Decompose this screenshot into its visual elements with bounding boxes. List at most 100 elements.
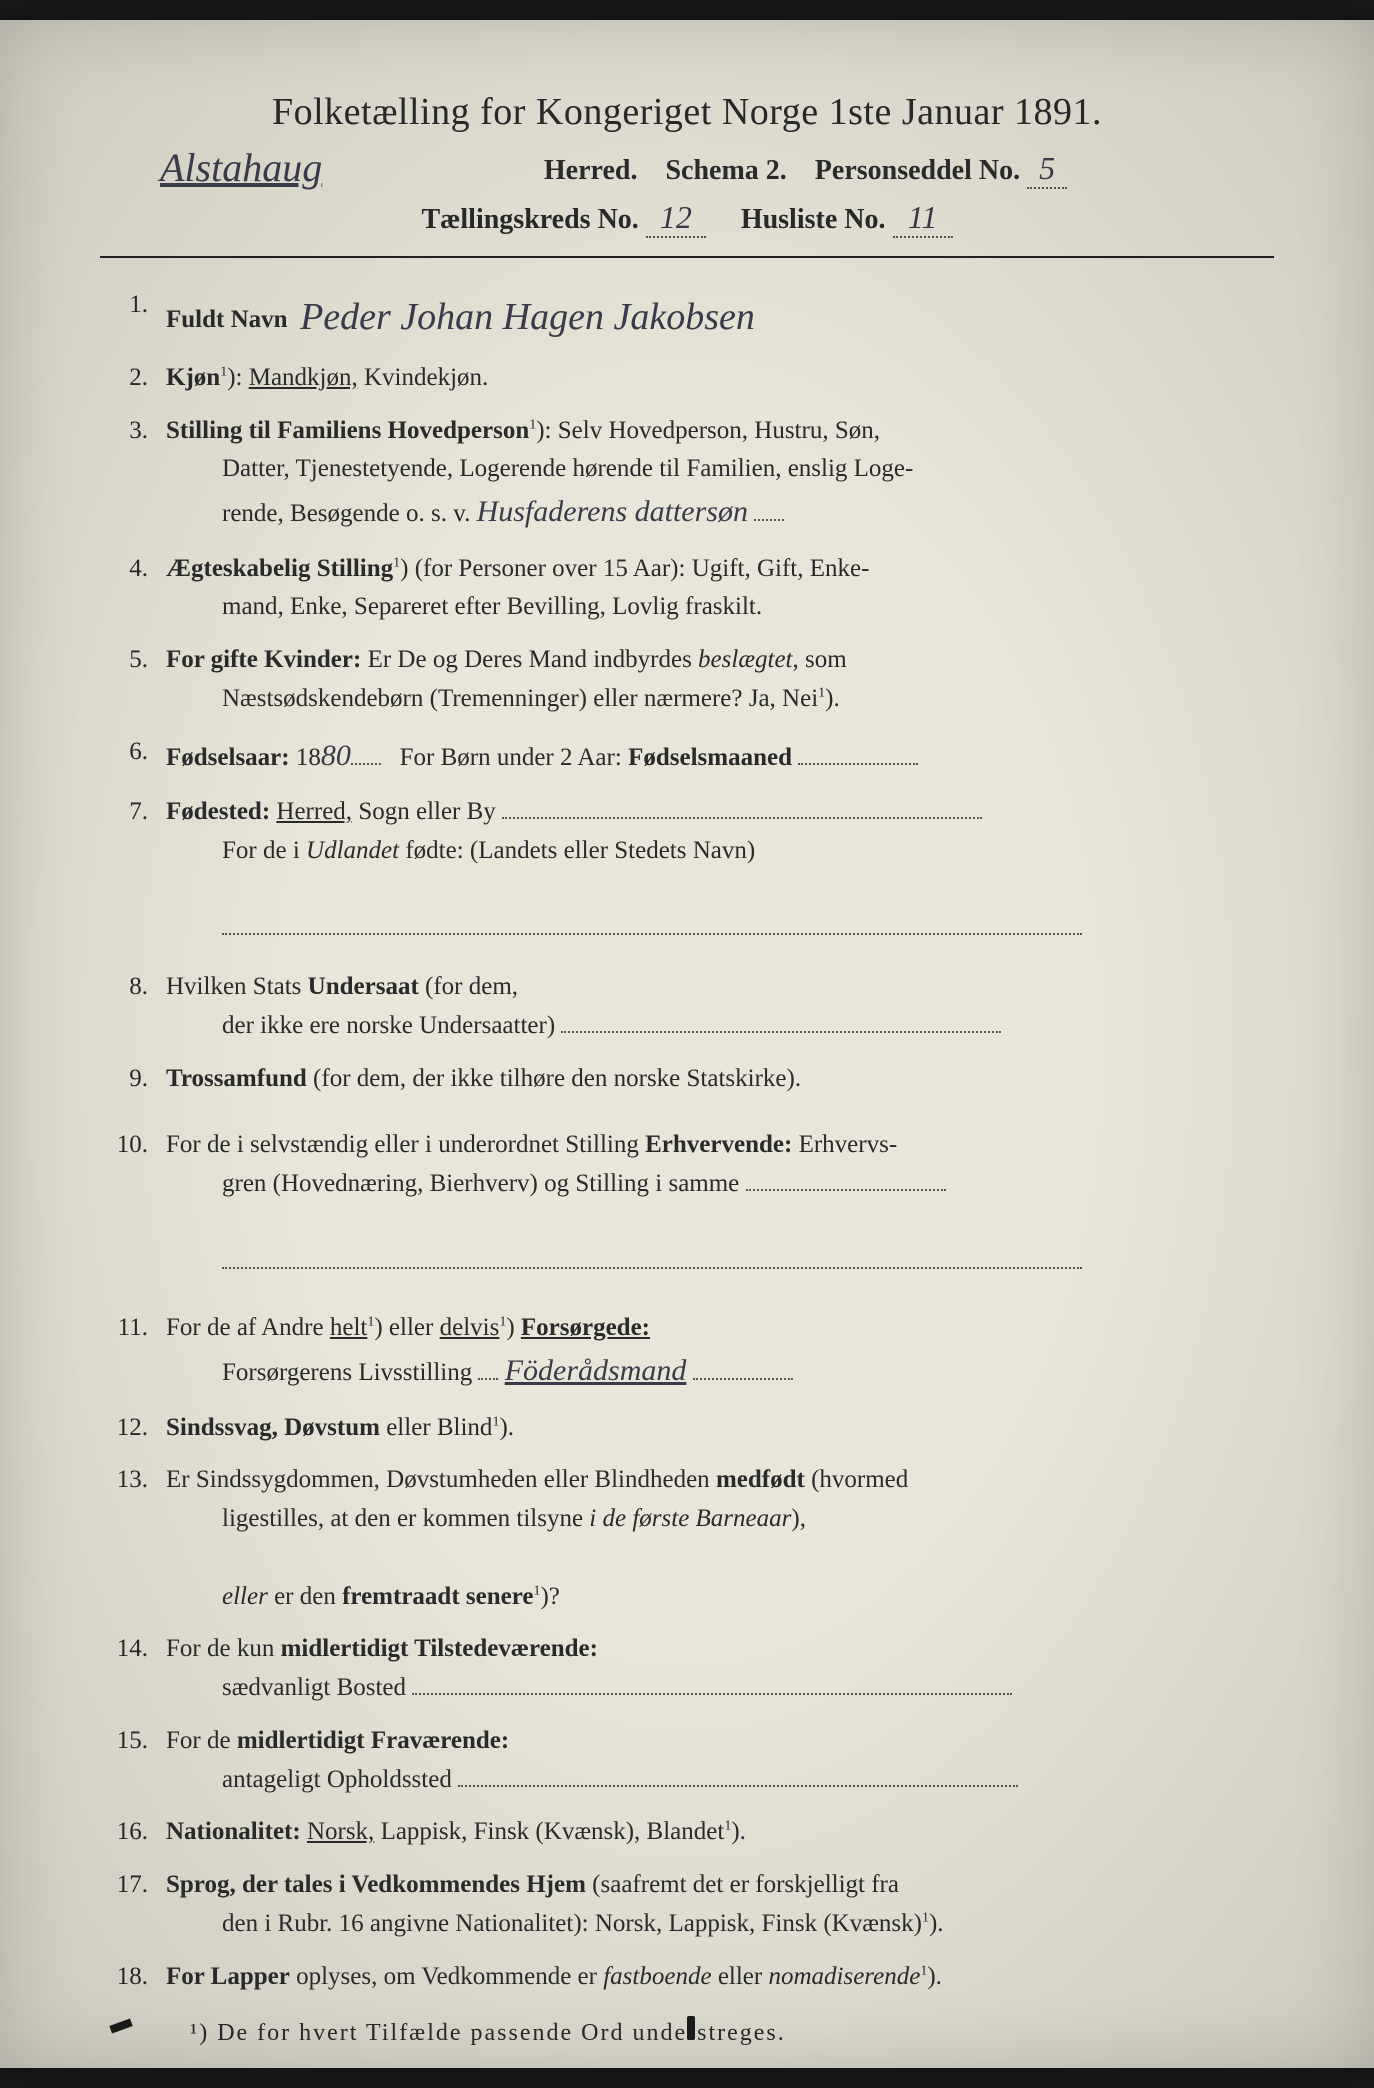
- text: er den: [274, 1583, 336, 1610]
- label-kjon: Kjøn: [166, 364, 220, 391]
- text: eller: [389, 1314, 433, 1341]
- text: der ikke ere norske Undersaatter): [222, 1012, 555, 1039]
- label-forsorgede: Forsørgede:: [521, 1314, 650, 1341]
- item-num: 16.: [110, 1813, 166, 1852]
- header-divider: [100, 256, 1274, 258]
- text-italic: nomadiserende: [768, 1963, 920, 1990]
- text: fødte: (Landets eller Stedets Navn): [405, 837, 755, 864]
- item-num: 1.: [110, 286, 166, 345]
- nationalitet-underlined: Norsk,: [307, 1818, 374, 1845]
- item-15: 15. For de midlertidigt Fraværende: anta…: [110, 1722, 1274, 1800]
- item-num: 17.: [110, 1866, 166, 1944]
- text: For de: [166, 1727, 231, 1754]
- text: Forsørgerens Livsstilling: [222, 1359, 472, 1386]
- item-3: 3. Stilling til Familiens Hovedperson1):…: [110, 412, 1274, 536]
- item-8: 8. Hvilken Stats Undersaat (for dem, der…: [110, 968, 1274, 1046]
- text: (hvormed: [811, 1466, 908, 1493]
- item-7: 7. Fødested: Herred, Sogn eller By For d…: [110, 793, 1274, 948]
- item-6: 6. Fødselsaar: 1880 For Børn under 2 Aar…: [110, 733, 1274, 780]
- label-nationalitet: Nationalitet:: [166, 1818, 301, 1845]
- herred-handwritten: Alstahaug: [160, 144, 322, 191]
- item-num: 3.: [110, 412, 166, 536]
- label-trossamfund: Trossamfund: [166, 1065, 307, 1092]
- text: ligestilles, at den er kommen tilsyne: [222, 1505, 583, 1532]
- fodested-underlined: Herred,: [276, 798, 352, 825]
- label-fuldt-navn: Fuldt Navn: [166, 306, 288, 333]
- label-tilstedevaerende: midlertidigt Tilstedeværende:: [281, 1635, 598, 1662]
- text: Lappisk, Finsk (Kvænsk), Blandet: [381, 1818, 725, 1845]
- item-num: 13.: [110, 1461, 166, 1616]
- text: For de i: [222, 837, 300, 864]
- text: For Børn under 2 Aar:: [400, 744, 622, 771]
- label-herred: Herred.: [544, 155, 638, 186]
- text: (saafremt det er forskjelligt fra: [592, 1871, 899, 1898]
- text: For de kun: [166, 1635, 274, 1662]
- item-num: 12.: [110, 1409, 166, 1448]
- label-schema: Schema 2.: [665, 155, 786, 186]
- item-14: 14. For de kun midlertidigt Tilstedevære…: [110, 1630, 1274, 1708]
- item-13: 13. Er Sindssygdommen, Døvstumheden elle…: [110, 1461, 1274, 1616]
- text-italic: Udlandet: [306, 837, 399, 864]
- text: Er Sindssygdommen, Døvstumheden eller Bl…: [166, 1466, 710, 1493]
- item-num: 6.: [110, 733, 166, 780]
- item-num: 15.: [110, 1722, 166, 1800]
- text: Sogn eller By: [358, 798, 496, 825]
- item-9: 9. Trossamfund (for dem, der ikke tilhør…: [110, 1060, 1274, 1099]
- text: Selv Hovedperson, Hustru, Søn,: [558, 417, 880, 444]
- item-num: 11.: [110, 1309, 166, 1394]
- text: sædvanligt Bosted: [222, 1674, 406, 1701]
- item-num: 4.: [110, 550, 166, 628]
- item-num: 18.: [110, 1958, 166, 1997]
- husliste-no: 11: [908, 199, 938, 236]
- text: Næstsødskendebørn (Tremenninger) eller n…: [222, 685, 818, 712]
- label-medfodt: medfødt: [716, 1466, 805, 1493]
- label-fremtraadt: fremtraadt senere: [342, 1583, 533, 1610]
- item-2: 2. Kjøn1): Mandkjøn, Kvindekjøn.: [110, 359, 1274, 398]
- label-husliste: Husliste No.: [741, 204, 886, 235]
- census-form-page: Folketælling for Kongeriget Norge 1ste J…: [0, 20, 1374, 2068]
- text: (for Personer over 15 Aar): Ugift, Gift,…: [415, 555, 870, 582]
- item-5: 5. For gifte Kvinder: Er De og Deres Man…: [110, 641, 1274, 719]
- label-aegteskab: Ægteskabelig Stilling: [166, 555, 393, 582]
- text: gren (Hovednæring, Bierhverv) og Stillin…: [222, 1170, 739, 1197]
- text: 18: [296, 744, 321, 771]
- text: Erhvervs-: [799, 1131, 898, 1158]
- year-handwritten: 80: [321, 739, 351, 772]
- item-num: 5.: [110, 641, 166, 719]
- text: (for dem, der ikke tilhøre den norske St…: [313, 1065, 801, 1092]
- item-num: 10.: [110, 1126, 166, 1281]
- text: For de i selvstændig eller i underordnet…: [166, 1131, 639, 1158]
- item-num: 7.: [110, 793, 166, 948]
- label-taellingskreds: Tællingskreds No.: [421, 204, 638, 235]
- label-fodselsaar: Fødselsaar:: [166, 744, 290, 771]
- text: Datter, Tjenestetyende, Logerende hørend…: [166, 450, 1274, 489]
- text: eller: [718, 1963, 762, 1990]
- item-num: 9.: [110, 1060, 166, 1099]
- subtitle-row-2: Tællingskreds No. 12 Husliste No. 11: [100, 199, 1274, 238]
- item-num: 2.: [110, 359, 166, 398]
- label-sprog: Sprog, der tales i Vedkommendes Hjem: [166, 1871, 586, 1898]
- item-4: 4. Ægteskabelig Stilling1) (for Personer…: [110, 550, 1274, 628]
- label-fodselsmaaned: Fødselsmaaned: [628, 744, 792, 771]
- subtitle-row-1: Alstahaug Herred. Schema 2. Personseddel…: [100, 150, 1274, 189]
- text-italic: fastboende: [603, 1963, 711, 1990]
- text-underlined: delvis: [440, 1314, 500, 1341]
- label-stilling: Stilling til Familiens Hovedperson: [166, 417, 529, 444]
- name-handwritten: Peder Johan Hagen Jakobsen: [300, 296, 755, 338]
- text: Hvilken Stats: [166, 973, 301, 1000]
- text: eller Blind: [386, 1414, 492, 1441]
- kjon-underlined: Mandkjøn,: [249, 364, 358, 391]
- form-items: 1. Fuldt Navn Peder Johan Hagen Jakobsen…: [100, 286, 1274, 1996]
- text: For de af Andre: [166, 1314, 324, 1341]
- item-17: 17. Sprog, der tales i Vedkommendes Hjem…: [110, 1866, 1274, 1944]
- taellingskreds-no: 12: [660, 199, 692, 236]
- label-sindssvag: Sindssvag, Døvstum: [166, 1414, 380, 1441]
- page-defect-center: [687, 2016, 695, 2040]
- item-12: 12. Sindssvag, Døvstum eller Blind1).: [110, 1409, 1274, 1448]
- stilling-handwritten: Husfaderens dattersøn: [477, 495, 748, 528]
- item-11: 11. For de af Andre helt1) eller delvis1…: [110, 1309, 1274, 1394]
- text: (for dem,: [425, 973, 518, 1000]
- form-header: Folketælling for Kongeriget Norge 1ste J…: [100, 90, 1274, 238]
- label-personseddel: Personseddel No.: [815, 155, 1020, 186]
- text-italic: eller: [222, 1583, 268, 1610]
